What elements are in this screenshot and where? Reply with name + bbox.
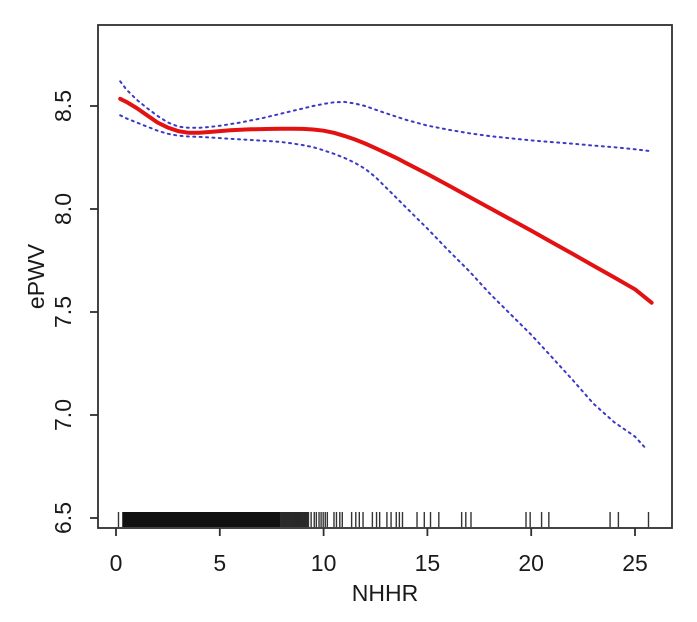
curves (118, 80, 654, 449)
rug-plot (117, 512, 650, 527)
x-tick-label: 15 (415, 550, 441, 576)
x-axis-title: NHHR (352, 580, 418, 606)
y-tick-label: 7.0 (50, 399, 76, 431)
x-axis: 0 5 10 15 20 25 (110, 528, 648, 576)
y-axis-title: ePWV (23, 243, 49, 309)
rug-dense-band (122, 512, 281, 527)
x-tick-label: 10 (311, 550, 337, 576)
plot-border (97, 24, 673, 529)
y-tick-label: 8.5 (50, 90, 76, 122)
y-axis: 6.5 7.0 7.5 8.0 8.5 (50, 90, 98, 534)
upper-confidence-band-line (119, 80, 653, 153)
x-tick-label: 20 (518, 550, 544, 576)
y-tick-label: 7.5 (50, 296, 76, 328)
y-tick-label: 8.0 (50, 193, 76, 225)
x-tick-label: 5 (213, 550, 226, 576)
x-tick-label: 0 (110, 550, 123, 576)
fitted-curve-line (118, 96, 654, 305)
y-tick-label: 6.5 (50, 502, 76, 534)
lower-confidence-band-line (119, 114, 647, 449)
x-tick-label: 25 (622, 550, 648, 576)
